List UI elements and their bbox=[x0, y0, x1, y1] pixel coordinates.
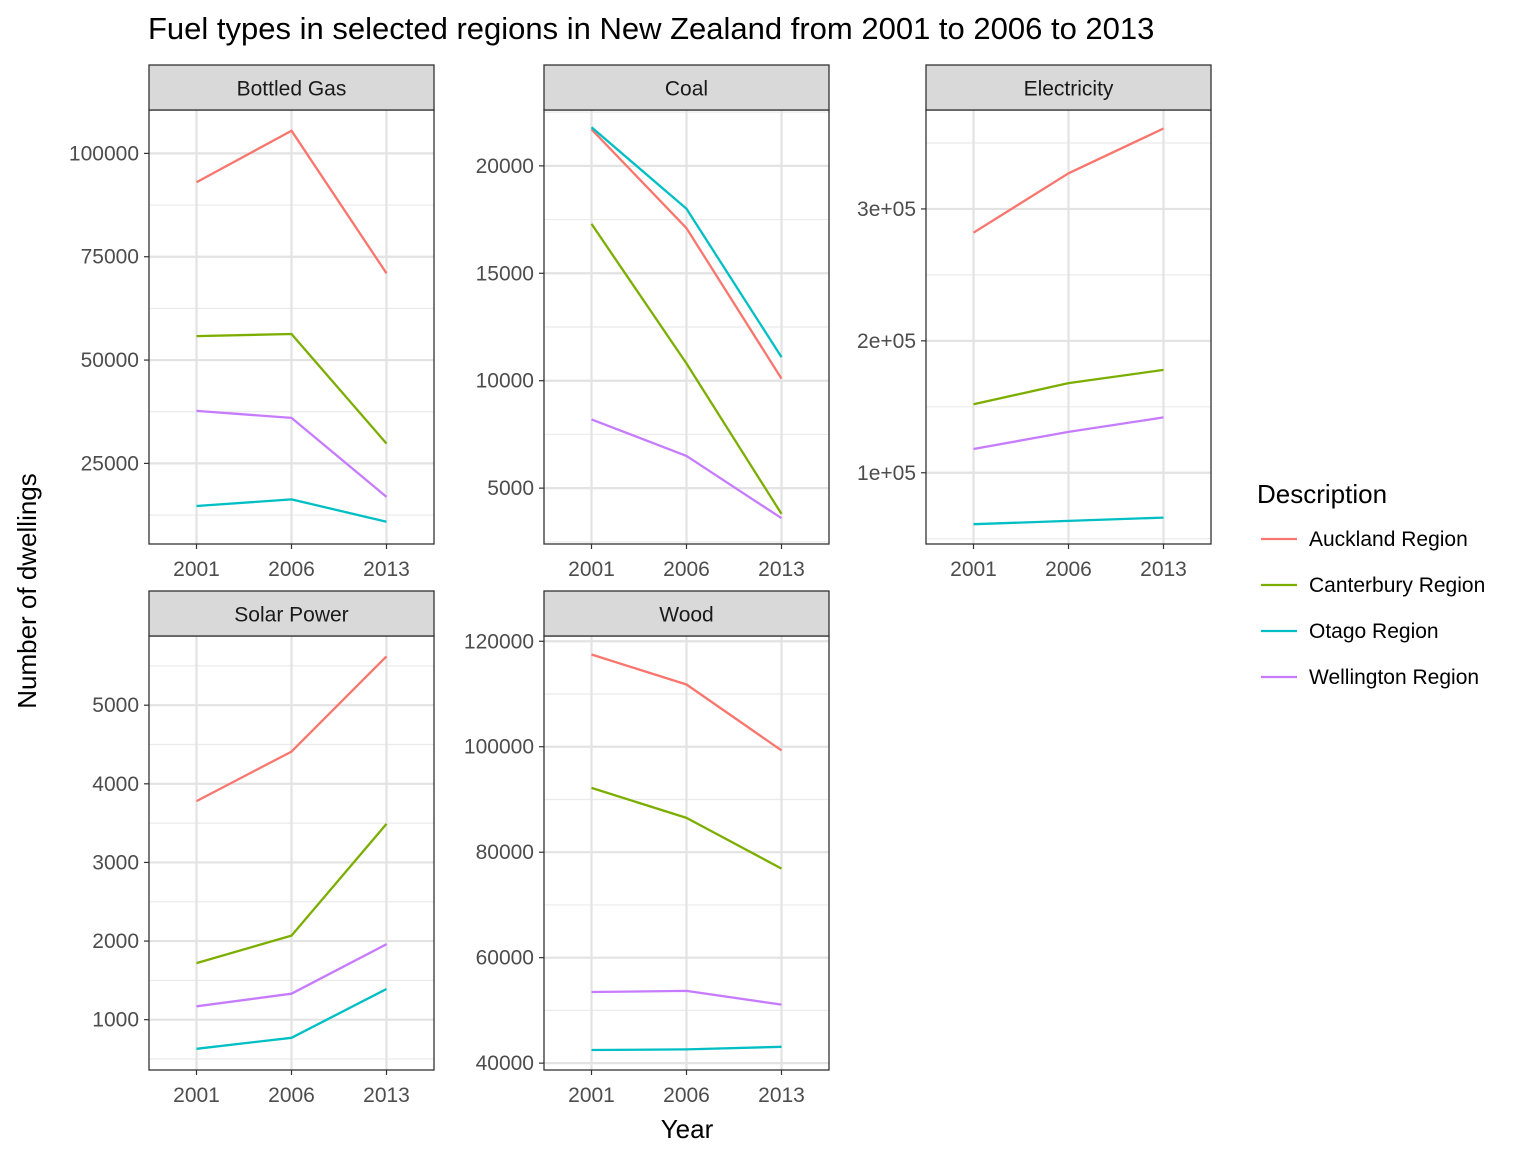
facet-strip bbox=[543, 590, 830, 637]
series-line-canterbury-region bbox=[196, 332, 388, 445]
series-line-wellington-region bbox=[973, 416, 1164, 451]
legend-items: Auckland Region Canterbury Region Otago Re… bbox=[1261, 528, 1485, 689]
y-tick-label: 25000 bbox=[81, 452, 139, 475]
y-tick-label: 1000 bbox=[92, 1009, 139, 1032]
y-tick-label: 2000 bbox=[92, 930, 139, 953]
y-tick-label: 60000 bbox=[476, 947, 534, 970]
y-tick-label: 10000 bbox=[476, 370, 534, 393]
facet-strip-label: Electricity bbox=[1024, 78, 1114, 101]
facet-strip bbox=[148, 590, 435, 637]
y-axis-title: Number of dwellings bbox=[12, 473, 42, 709]
facet-strip-label: Solar Power bbox=[234, 604, 348, 627]
x-tick-label: 2013 bbox=[1140, 558, 1187, 581]
x-tick-label: 2001 bbox=[568, 1084, 615, 1107]
series-line-wellington-region bbox=[591, 418, 783, 520]
y-tick-label: 2e+05 bbox=[857, 330, 916, 353]
legend-title: Description bbox=[1257, 479, 1387, 509]
y-tick-label: 4000 bbox=[92, 773, 139, 796]
facet-strip-label: Wood bbox=[659, 604, 713, 627]
legend-label: Auckland Region bbox=[1309, 528, 1468, 551]
series-line-otago-region bbox=[973, 516, 1164, 526]
legend-item-otago-region: Otago Region bbox=[1261, 620, 1439, 643]
series-line-auckland-region bbox=[195, 129, 388, 274]
panel-electricity: 1e+05 2e+05 3e+05 2001 2006 2013 Electricity bbox=[857, 64, 1212, 581]
series-line-wellington-region bbox=[196, 943, 388, 1008]
x-tick-label: 2001 bbox=[173, 1084, 220, 1107]
legend-label: Wellington Region bbox=[1309, 666, 1479, 689]
facet-strip-label: Bottled Gas bbox=[237, 78, 347, 101]
x-tick-label: 2013 bbox=[758, 558, 805, 581]
y-tick-label: 40000 bbox=[476, 1052, 534, 1075]
series-line-wellington-region bbox=[196, 409, 388, 498]
y-tick-label: 5000 bbox=[487, 477, 534, 500]
series-line-auckland-region bbox=[195, 655, 388, 803]
x-tick-label: 2013 bbox=[363, 558, 410, 581]
series-line-auckland-region bbox=[590, 128, 783, 380]
legend-item-canterbury-region: Canterbury Region bbox=[1261, 574, 1485, 597]
legend-label: Canterbury Region bbox=[1309, 574, 1485, 597]
panel-bottled-gas: 25000 50000 75000 100000 2001 2006 2013 Bottled… bbox=[69, 64, 435, 581]
x-tick-label: 2006 bbox=[663, 1084, 710, 1107]
y-tick-label: 100000 bbox=[69, 142, 139, 165]
series-line-wellington-region bbox=[591, 989, 782, 1006]
series-line-otago-region bbox=[196, 498, 387, 523]
series-line-canterbury-region bbox=[590, 223, 783, 515]
series-line-otago-region bbox=[590, 126, 783, 358]
y-tick-label: 1e+05 bbox=[857, 462, 916, 485]
series-line-otago-region bbox=[196, 987, 388, 1050]
y-tick-label: 80000 bbox=[476, 841, 534, 864]
series-line-canterbury-region bbox=[973, 368, 1164, 406]
y-tick-label: 3000 bbox=[92, 851, 139, 874]
y-tick-label: 120000 bbox=[464, 630, 534, 653]
x-tick-label: 2006 bbox=[268, 558, 315, 581]
series-line-auckland-region bbox=[591, 653, 783, 752]
series-line-canterbury-region bbox=[196, 823, 388, 965]
chart-title: Fuel types in selected regions in New Ze… bbox=[148, 11, 1154, 46]
x-tick-label: 2001 bbox=[173, 558, 220, 581]
panel-solar-power: 1000 2000 3000 4000 5000 2001 2006 2013 Solar Po… bbox=[92, 590, 435, 1107]
series-line-canterbury-region bbox=[591, 786, 783, 870]
facet-strip bbox=[925, 64, 1212, 111]
panel-coal: 5000 10000 15000 20000 2001 2006 2013 Coal bbox=[476, 64, 830, 581]
y-tick-label: 100000 bbox=[464, 736, 534, 759]
series-line-auckland-region bbox=[972, 127, 1164, 234]
y-tick-label: 20000 bbox=[476, 155, 534, 178]
y-tick-label: 75000 bbox=[81, 246, 139, 269]
facet-strip bbox=[148, 64, 435, 111]
x-tick-label: 2006 bbox=[663, 558, 710, 581]
y-tick-label: 50000 bbox=[81, 349, 139, 372]
legend-label: Otago Region bbox=[1309, 620, 1439, 643]
legend-item-wellington-region: Wellington Region bbox=[1261, 666, 1479, 689]
series-line-otago-region bbox=[591, 1045, 782, 1052]
x-axis-title: Year bbox=[661, 1114, 714, 1144]
facet-strip-label: Coal bbox=[665, 78, 708, 101]
x-tick-label: 2006 bbox=[268, 1084, 315, 1107]
panel-wood: 40000 60000 80000 100000 120000 2001 2006 2013 W… bbox=[464, 590, 830, 1107]
x-tick-label: 2001 bbox=[950, 558, 997, 581]
facet-strip bbox=[543, 64, 830, 111]
y-tick-label: 15000 bbox=[476, 262, 534, 285]
legend-item-auckland-region: Auckland Region bbox=[1261, 528, 1468, 551]
x-tick-label: 2006 bbox=[1045, 558, 1092, 581]
x-tick-label: 2013 bbox=[363, 1084, 410, 1107]
y-tick-label: 5000 bbox=[92, 694, 139, 717]
x-tick-label: 2013 bbox=[758, 1084, 805, 1107]
legend: Description Auckland Region Canterbury Re… bbox=[1257, 479, 1485, 689]
x-tick-label: 2001 bbox=[568, 558, 615, 581]
facet-panels: 25000 50000 75000 100000 2001 2006 2013 Bottled… bbox=[69, 64, 1212, 1107]
y-tick-label: 3e+05 bbox=[857, 198, 916, 221]
